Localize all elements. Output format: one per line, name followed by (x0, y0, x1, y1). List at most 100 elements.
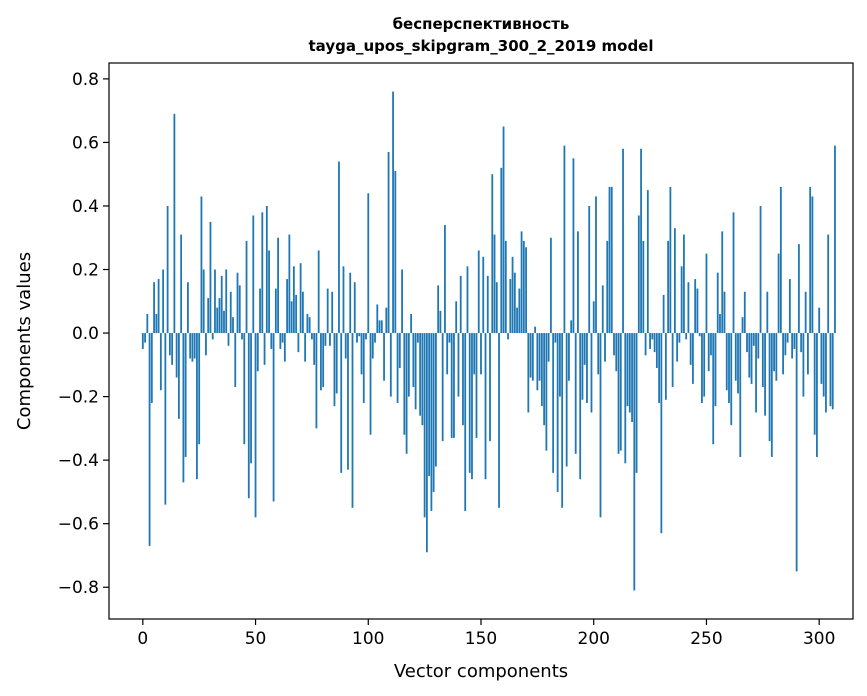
bar-198 (588, 205, 591, 334)
bar-85 (333, 333, 336, 407)
bar-76 (313, 333, 316, 365)
x-tick-label: 100 (352, 629, 384, 649)
bar-139 (455, 301, 458, 334)
bar-277 (766, 291, 769, 334)
bar-299 (816, 333, 818, 457)
bar-166 (516, 307, 518, 334)
x-axis-label: Vector components (394, 661, 568, 682)
bar-3 (148, 333, 151, 546)
bar-44 (241, 333, 243, 340)
bar-249 (703, 333, 706, 397)
bar-67 (292, 266, 295, 334)
bar-117 (405, 333, 408, 454)
bar-173 (531, 333, 534, 381)
bar-0 (141, 333, 144, 349)
bar-121 (414, 333, 417, 410)
bar-200 (592, 301, 595, 334)
bar-15 (175, 333, 178, 378)
bar-280 (773, 333, 775, 372)
bar-78 (317, 250, 320, 334)
x-tick-label: 300 (803, 629, 835, 649)
bar-106 (380, 320, 383, 334)
bar-147 (473, 333, 476, 375)
bar-7 (157, 279, 160, 334)
bar-197 (586, 333, 588, 403)
bar-216 (628, 333, 631, 413)
bar-33 (216, 307, 219, 334)
bar-208 (610, 186, 613, 334)
bar-259 (725, 333, 728, 391)
bar-97 (360, 333, 363, 375)
bar-245 (694, 279, 697, 334)
bar-127 (428, 333, 431, 477)
bar-193 (577, 231, 579, 334)
bar-279 (770, 333, 773, 457)
bar-272 (755, 333, 757, 413)
bar-47 (247, 333, 250, 499)
bar-6 (155, 313, 158, 334)
bar-53 (261, 212, 264, 334)
bar-62 (281, 333, 284, 343)
bar-46 (245, 240, 248, 334)
bar-217 (631, 333, 633, 423)
bar-246 (696, 288, 699, 334)
bar-109 (387, 151, 390, 334)
bar-58 (272, 333, 275, 502)
bar-59 (274, 288, 277, 334)
bar-136 (448, 333, 451, 343)
bar-70 (299, 263, 302, 334)
x-tick-label: 50 (245, 629, 267, 649)
bar-304 (827, 234, 830, 334)
bar-230 (660, 333, 663, 534)
bar-41 (234, 333, 237, 388)
bar-214 (624, 333, 627, 464)
bar-202 (597, 333, 600, 375)
y-tick-label: 0.0 (72, 324, 99, 344)
bar-104 (376, 304, 379, 334)
bar-66 (290, 301, 293, 334)
bar-118 (407, 333, 410, 397)
x-tick-label: 250 (690, 629, 722, 649)
bar-116 (403, 333, 406, 435)
bar-162 (507, 333, 509, 340)
bar-292 (800, 333, 803, 353)
bar-83 (329, 333, 331, 346)
bar-54 (263, 333, 266, 365)
bar-242 (687, 282, 690, 334)
bar-88 (340, 333, 343, 473)
bar-131 (437, 285, 440, 334)
bar-125 (423, 333, 426, 518)
bar-142 (462, 333, 464, 426)
x-axis: 0 50 100 150 200 250 300 (137, 619, 835, 649)
y-tick-label: −0.2 (58, 388, 99, 408)
bar-95 (356, 333, 358, 343)
x-tick-label: 200 (578, 629, 610, 649)
bar-72 (304, 333, 307, 362)
bar-158 (498, 333, 500, 508)
bar-93 (351, 333, 354, 508)
bar-182 (552, 333, 555, 473)
bar-31 (211, 333, 214, 340)
bar-288 (791, 333, 794, 359)
bar-195 (581, 333, 584, 400)
bar-228 (655, 333, 658, 369)
bar-32 (214, 269, 216, 334)
bar-188 (565, 333, 568, 467)
bar-40 (232, 317, 234, 334)
bar-39 (229, 291, 232, 334)
bar-146 (471, 333, 473, 480)
bar-254 (714, 333, 717, 407)
bar-175 (536, 333, 539, 391)
bar-144 (466, 266, 469, 334)
bar-42 (236, 272, 239, 334)
bar-291 (797, 244, 800, 334)
bar-114 (398, 333, 401, 369)
bar-306 (831, 333, 834, 410)
bar-75 (311, 333, 313, 340)
bar-24 (196, 333, 198, 480)
bar-179 (545, 333, 548, 451)
bar-213 (622, 148, 624, 334)
bar-282 (777, 253, 780, 334)
bar-89 (342, 266, 345, 334)
bar-181 (549, 237, 552, 334)
